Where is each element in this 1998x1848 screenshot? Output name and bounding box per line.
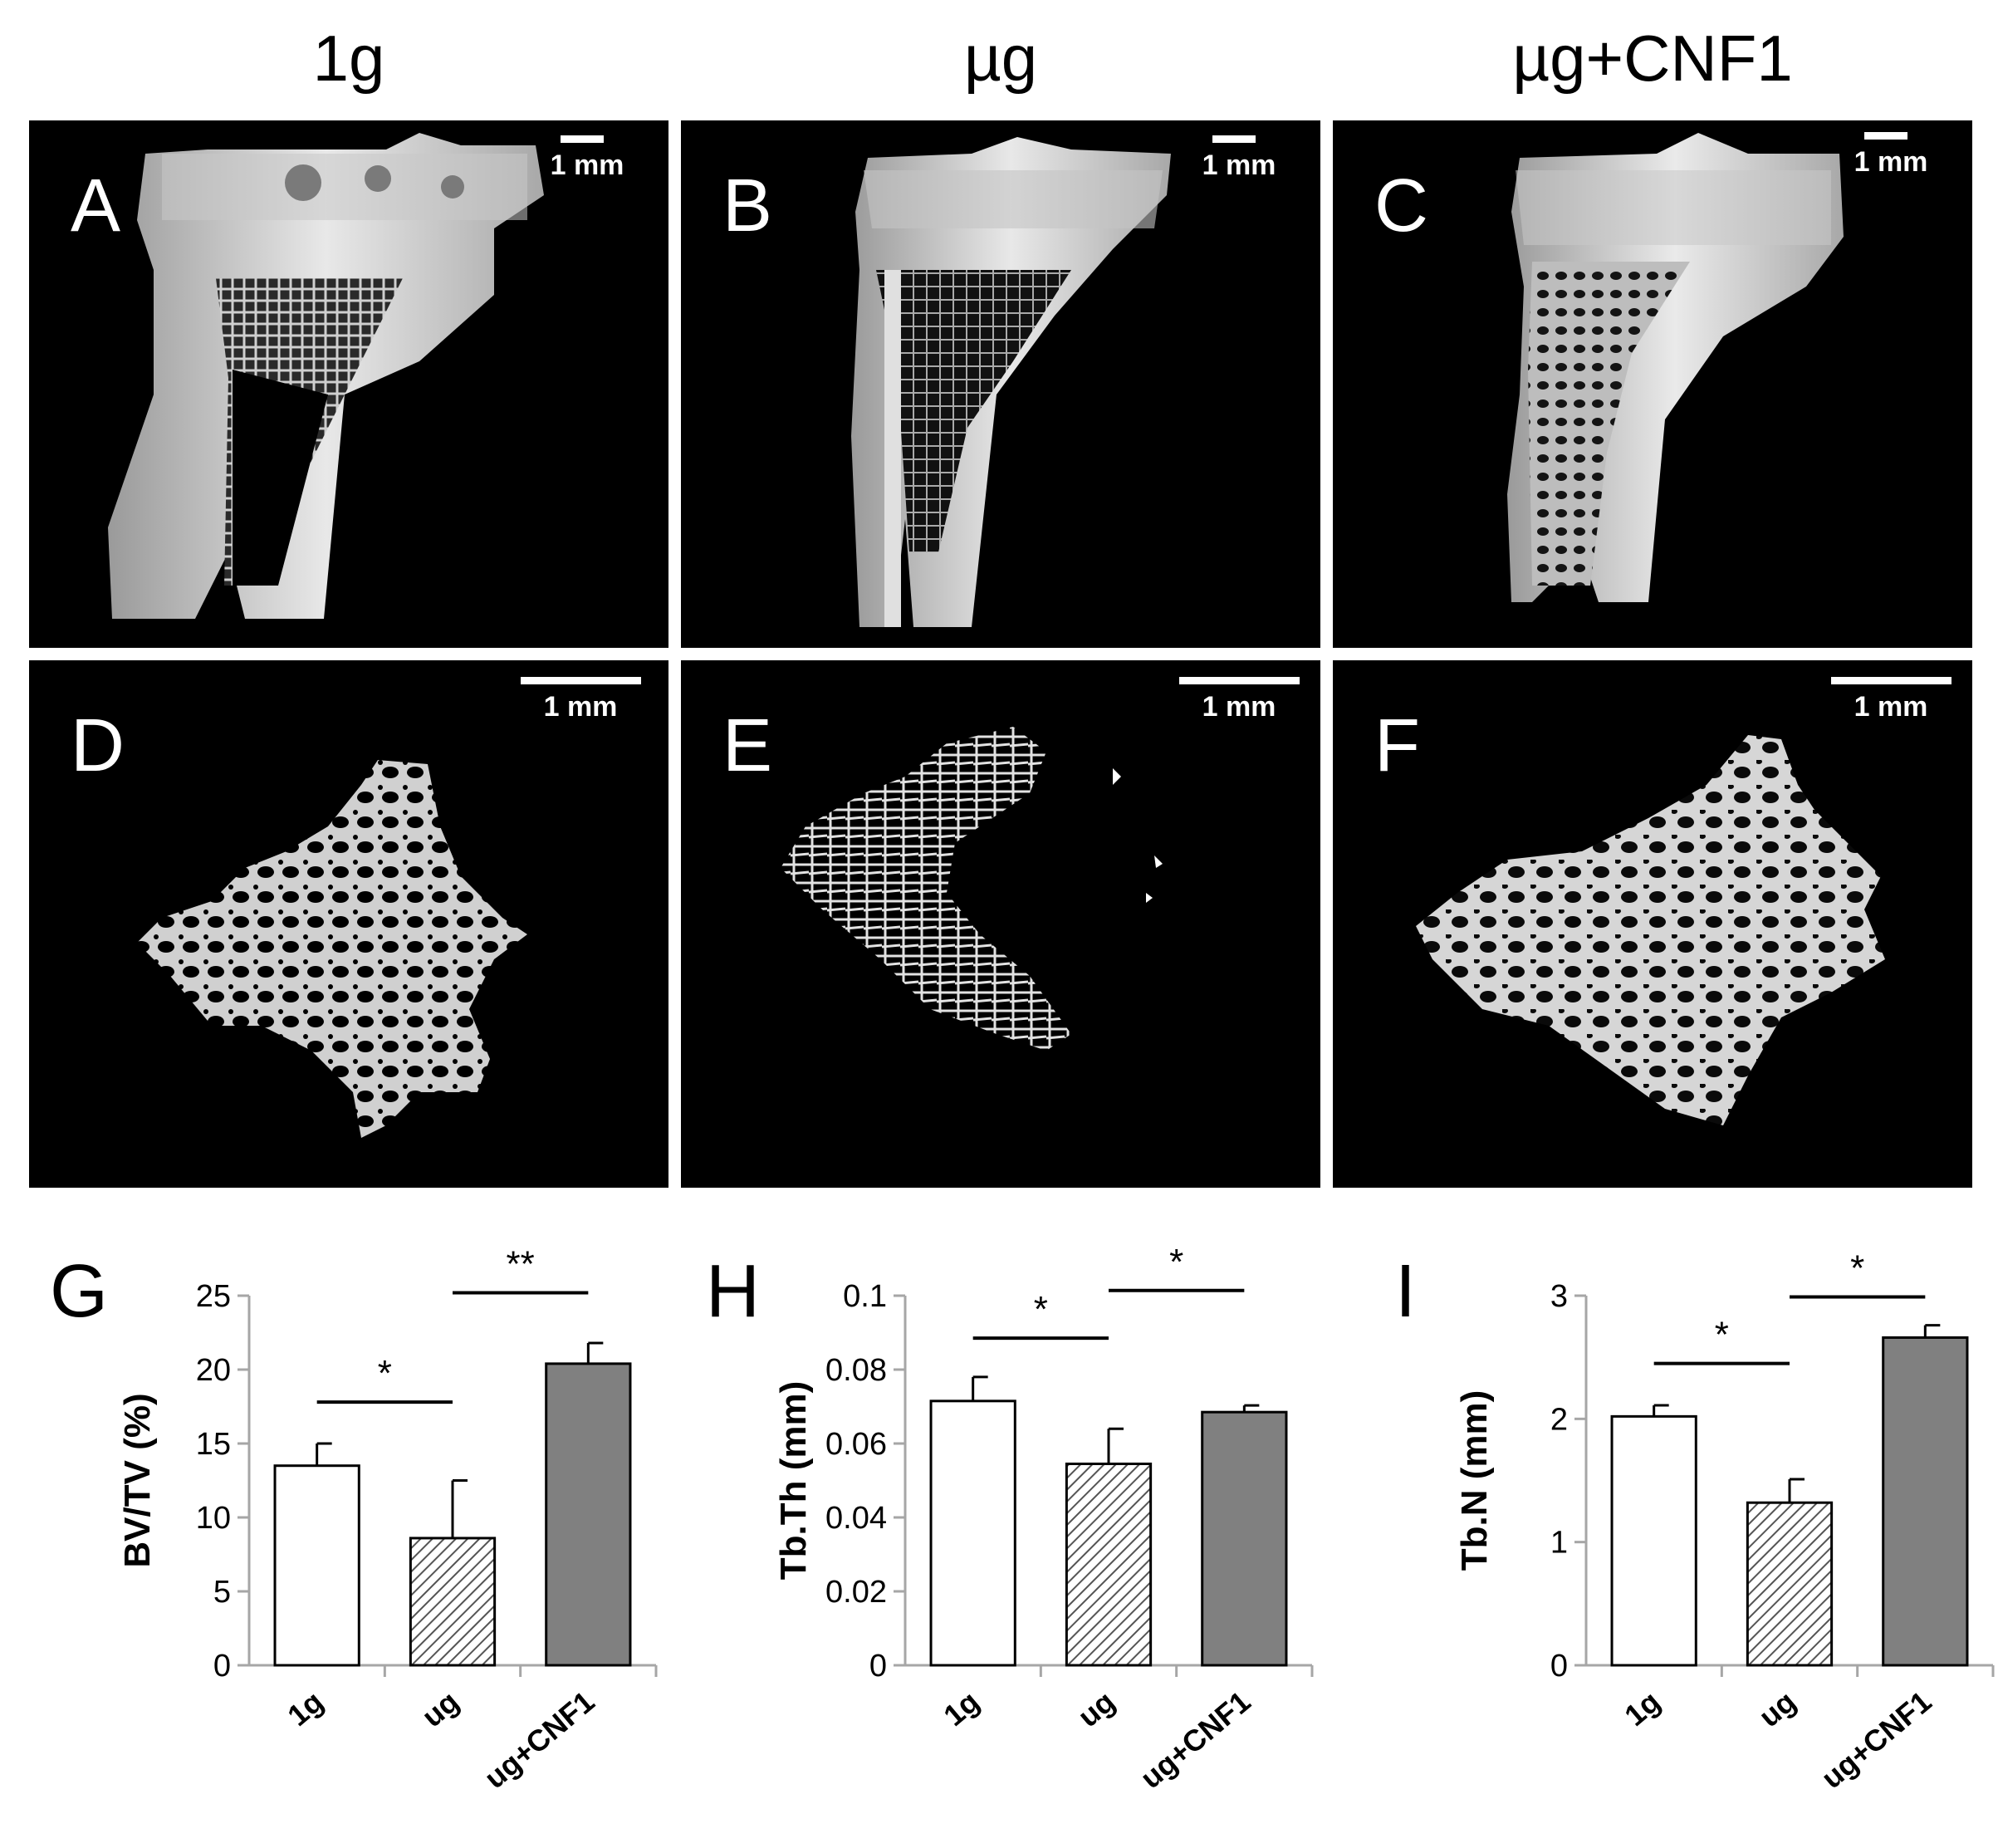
scale-bar-e	[1179, 677, 1300, 684]
x-category-label: 1g	[1618, 1684, 1667, 1733]
tibia-3d-image-c	[1507, 133, 1844, 602]
panel-letter-e: E	[722, 704, 773, 787]
significance-label: **	[507, 1246, 535, 1284]
y-tick-label: 0.02	[825, 1575, 887, 1610]
scale-label-b: 1 mm	[1202, 150, 1276, 181]
bar-1g	[1610, 1414, 1697, 1667]
x-category-label: 1g	[281, 1684, 330, 1733]
panel-c: C 1 mm	[1333, 120, 1972, 648]
y-tick-label: 5	[213, 1575, 231, 1610]
scale-label-d: 1 mm	[543, 691, 618, 723]
x-category-label: ug	[1071, 1684, 1121, 1734]
panel-letter-h: H	[706, 1250, 760, 1333]
panel-a: A 1 mm	[29, 120, 668, 648]
y-tick-label: 0.06	[825, 1427, 887, 1462]
trabecular-3d-image-e	[781, 727, 1163, 1051]
scale-bar-f	[1831, 677, 1951, 684]
scale-label-e: 1 mm	[1202, 691, 1276, 723]
bar-ug-cnf1	[1201, 1410, 1288, 1667]
y-tick-label: 2	[1550, 1402, 1568, 1437]
y-tick-label: 3	[1550, 1279, 1568, 1314]
panel-b: B 1 mm	[681, 120, 1320, 648]
bar-1g	[273, 1464, 360, 1667]
trabecular-3d-image-d	[137, 760, 527, 1138]
bar-ug-cnf1	[545, 1362, 632, 1667]
bar-ug	[1746, 1501, 1834, 1667]
scale-bar-a	[561, 135, 604, 143]
panel-letter-c: C	[1374, 164, 1428, 248]
y-tick-label: 0	[1550, 1649, 1568, 1684]
bar-ug	[409, 1537, 497, 1667]
bar-ug-cnf1	[1882, 1336, 1969, 1667]
panel-e: E 1 mm	[681, 660, 1320, 1188]
panel-letter-g: G	[50, 1250, 109, 1333]
scale-label-c: 1 mm	[1854, 146, 1928, 178]
column-title-microgravity-cnf1: µg+CNF1	[1512, 22, 1793, 95]
significance-label: *	[1850, 1248, 1864, 1288]
x-category-label: ug	[415, 1684, 465, 1734]
panel-letter-d: D	[71, 704, 125, 787]
column-title-1g: 1g	[312, 22, 385, 95]
scale-label-a: 1 mm	[550, 150, 624, 181]
x-category-label: ug+CNF1	[1814, 1684, 1937, 1796]
y-tick-label: 1	[1550, 1526, 1568, 1561]
significance-label: *	[1034, 1289, 1048, 1330]
bar-1g	[929, 1399, 1016, 1667]
scale-bar-d	[521, 677, 641, 684]
y-axis-label: Tb.Th (mm)	[773, 1381, 814, 1581]
bar-ug	[1065, 1462, 1153, 1667]
tibia-3d-image-b	[851, 137, 1171, 627]
panel-d: D 1 mm	[29, 660, 668, 1188]
y-tick-label: 10	[196, 1501, 231, 1536]
scale-label-f: 1 mm	[1854, 691, 1928, 723]
bar-chart-tb-th: 0 0.02 0.04 0.06 0.08 0.1 Tb.Th (mm) 1g ug ug+CNF…	[773, 1246, 1314, 1796]
y-tick-label: 20	[196, 1353, 231, 1388]
y-tick-label: 0.08	[825, 1353, 887, 1388]
column-title-microgravity: µg	[963, 22, 1038, 95]
y-tick-label: 0	[869, 1649, 887, 1684]
scale-bar-c	[1864, 132, 1907, 140]
significance-label: *	[1169, 1246, 1183, 1282]
trabecular-3d-image-f	[1416, 735, 1885, 1125]
panel-letter-a: A	[71, 164, 121, 248]
panel-f: F 1 mm	[1333, 660, 1972, 1188]
tibia-3d-image-a	[108, 133, 544, 619]
y-axis-label: Tb.N (mm)	[1454, 1390, 1495, 1571]
significance-label: *	[1715, 1315, 1729, 1355]
panel-letter-f: F	[1374, 704, 1420, 787]
scale-bar-b	[1212, 135, 1256, 143]
y-tick-label: 0.1	[843, 1279, 887, 1314]
x-category-label: ug+CNF1	[477, 1684, 600, 1796]
x-category-label: ug+CNF1	[1134, 1684, 1256, 1796]
y-axis-label: BV/TV (%)	[117, 1393, 158, 1567]
y-tick-label: 15	[196, 1427, 231, 1462]
panel-letter-b: B	[722, 164, 773, 248]
x-category-label: 1g	[937, 1684, 986, 1733]
significance-label: *	[378, 1353, 392, 1394]
y-tick-label: 0.04	[825, 1501, 887, 1536]
bar-chart-tb-n: 0 1 2 3 Tb.N (mm) 1g ug ug+CNF1 * *	[1454, 1248, 1995, 1796]
y-tick-label: 25	[196, 1279, 231, 1314]
panel-letter-i: I	[1395, 1250, 1417, 1333]
x-category-label: ug	[1752, 1684, 1802, 1734]
y-tick-label: 0	[213, 1649, 231, 1684]
